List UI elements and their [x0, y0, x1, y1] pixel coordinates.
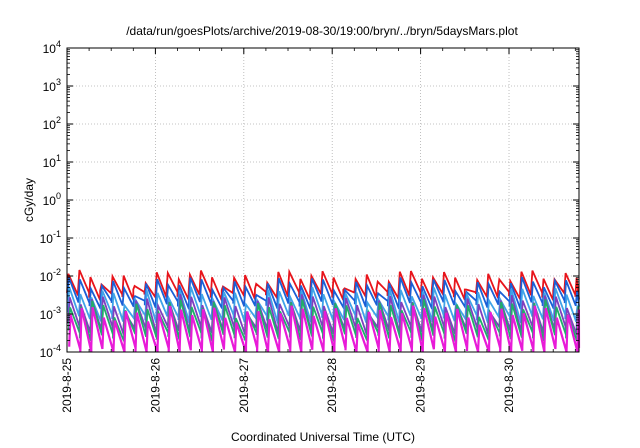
- x-tick-labels: 2019-8-25 2019-8-26 2019-8-27 2019-8-28 2019…: [60, 48, 576, 413]
- x-tick-label: 2019-8-27: [237, 358, 251, 413]
- y-tick-labels: 10-4 10-3 10-2 10-1 100 101 102 103 104: [40, 39, 579, 360]
- series-line: [68, 305, 581, 353]
- y-tick-label: 10-2: [40, 267, 61, 284]
- series-layer: [66, 268, 581, 353]
- y-tick-label: 10-3: [40, 305, 61, 322]
- y-tick-label: 10-4: [40, 343, 61, 360]
- y-tick-label: 102: [43, 115, 61, 132]
- x-axis-label: Coordinated Universal Time (UTC): [231, 430, 415, 444]
- chart-title: /data/run/goesPlots/archive/2019-08-30/1…: [126, 24, 518, 38]
- x-tick-label: 2019-8-26: [148, 358, 162, 413]
- series-line: [66, 276, 580, 312]
- x-tick-label: 2019-8-30: [502, 358, 516, 413]
- x-tick-label: 2019-8-28: [325, 358, 339, 413]
- y-tick-label: 104: [43, 39, 61, 56]
- y-tick-label: 10-1: [40, 229, 61, 246]
- y-tick-label: 103: [43, 77, 61, 94]
- y-tick-label: 100: [43, 191, 61, 208]
- x-tick-label: 2019-8-25: [60, 358, 74, 413]
- y-tick-label: 101: [43, 153, 61, 170]
- y-axis-label: cGy/day: [22, 178, 36, 222]
- x-tick-label: 2019-8-29: [414, 358, 428, 413]
